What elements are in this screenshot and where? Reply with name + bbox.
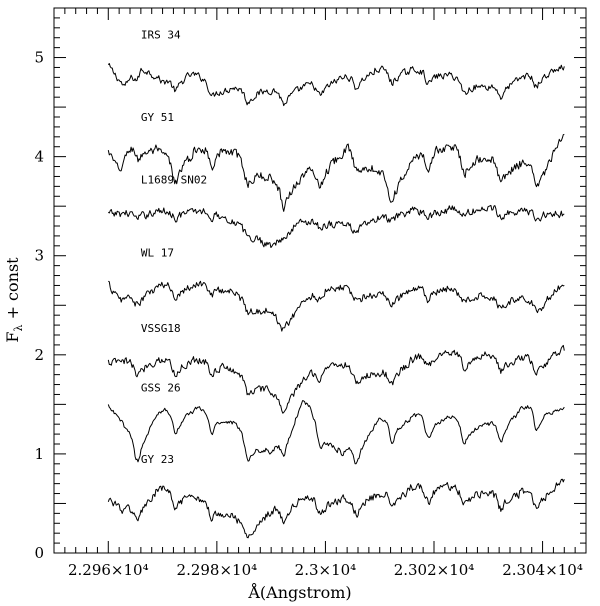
x-axis-ticks: 2.296×10⁴ 2.298×10⁴ 2.3×10⁴ 2.302×10⁴ 2.304×… (53, 8, 587, 579)
series-label: VSSG18 (141, 322, 181, 335)
spectra-series (107, 63, 565, 539)
y-tick-label: 4 (34, 148, 44, 166)
y-tick-label: 2 (34, 346, 44, 364)
x-tick-label: 2.302×10⁴ (394, 561, 475, 579)
y-axis-ticks: 0 1 2 3 4 5 (34, 7, 586, 562)
y-tick-label: 1 (34, 445, 44, 463)
series-label: GY 23 (141, 453, 174, 466)
y-axis-title-rest: + const (3, 257, 22, 325)
series-label: WL 17 (141, 247, 174, 260)
series-label: GSS 26 (141, 381, 181, 394)
series-labels: IRS 34 GY 51 L1689 SN02 WL 17 VSSG18 GSS 26 GY… (141, 29, 207, 466)
y-tick-label: 5 (34, 49, 44, 67)
series-label: GY 51 (141, 111, 174, 124)
y-tick-label: 3 (34, 247, 44, 265)
spectrum-line-gy-23 (107, 478, 565, 539)
y-axis-title: Fλ + const (3, 257, 25, 343)
series-label: L1689 SN02 (141, 173, 207, 186)
x-axis-title: Å(Angstrom) (247, 582, 351, 602)
spectrum-line-vssg18 (107, 344, 565, 414)
y-tick-label: 0 (34, 544, 44, 562)
x-tick-label: 2.298×10⁴ (177, 561, 258, 579)
x-tick-label: 2.3×10⁴ (295, 561, 357, 579)
y-axis-title-sub: λ (12, 325, 25, 332)
spectrum-line-gy-51 (107, 133, 565, 212)
spectrum-line-wl-17 (108, 280, 565, 332)
series-label: IRS 34 (141, 29, 181, 42)
x-tick-label: 2.296×10⁴ (68, 561, 149, 579)
y-axis-title-main: F (3, 332, 22, 343)
plot-border (53, 7, 587, 554)
spectrum-line-l1689-sn02 (107, 204, 565, 248)
plot-frame (53, 7, 587, 554)
spectrum-line-irs-34 (107, 63, 565, 107)
x-tick-label: 2.304×10⁴ (502, 561, 583, 579)
spectrum-line-gss-26 (107, 400, 565, 465)
